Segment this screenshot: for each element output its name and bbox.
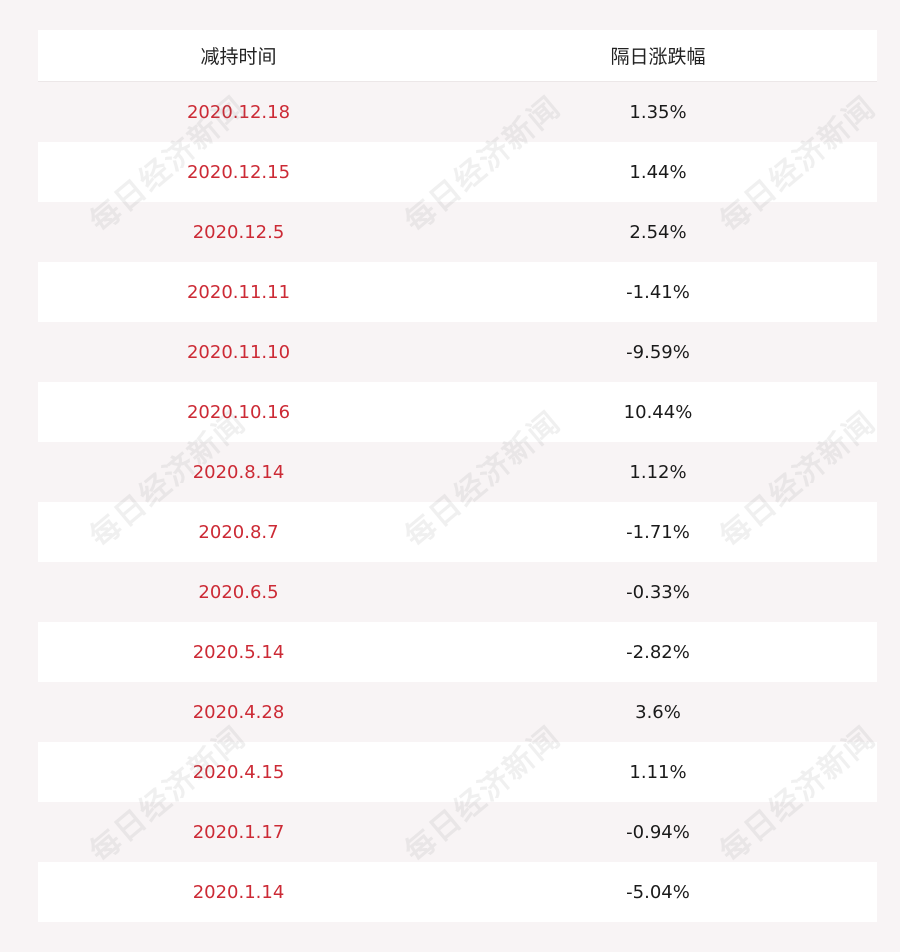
cell-date: 2020.6.5: [38, 562, 439, 622]
cell-date: 2020.4.15: [38, 742, 439, 802]
cell-change: -2.82%: [439, 622, 877, 682]
table-row: 2020.12.15 1.44%: [38, 142, 877, 202]
cell-date: 2020.11.11: [38, 262, 439, 322]
cell-date: 2020.8.7: [38, 502, 439, 562]
table-row: 2020.12.5 2.54%: [38, 202, 877, 262]
table-row: 2020.8.7 -1.71%: [38, 502, 877, 562]
cell-change: -1.71%: [439, 502, 877, 562]
cell-change: 1.44%: [439, 142, 877, 202]
table-row: 2020.8.14 1.12%: [38, 442, 877, 502]
cell-change: 2.54%: [439, 202, 877, 262]
cell-change: -0.94%: [439, 802, 877, 862]
reduction-table: 减持时间 隔日涨跌幅 2020.12.18 1.35% 2020.12.15 1.44…: [38, 30, 877, 922]
cell-change: 1.12%: [439, 442, 877, 502]
table-row: 2020.1.14 -5.04%: [38, 862, 877, 922]
column-header-change: 隔日涨跌幅: [439, 30, 877, 82]
cell-date: 2020.12.5: [38, 202, 439, 262]
cell-date: 2020.1.17: [38, 802, 439, 862]
cell-date: 2020.10.16: [38, 382, 439, 442]
cell-date: 2020.8.14: [38, 442, 439, 502]
table-row: 2020.1.17 -0.94%: [38, 802, 877, 862]
table-body: 2020.12.18 1.35% 2020.12.15 1.44% 2020.12.5 2…: [38, 81, 877, 922]
cell-date: 2020.4.28: [38, 682, 439, 742]
cell-change: -5.04%: [439, 862, 877, 922]
cell-date: 2020.5.14: [38, 622, 439, 682]
cell-change: 1.35%: [439, 81, 877, 142]
cell-date: 2020.1.14: [38, 862, 439, 922]
table-header-row: 减持时间 隔日涨跌幅: [38, 30, 877, 82]
cell-change: 3.6%: [439, 682, 877, 742]
cell-change: 1.11%: [439, 742, 877, 802]
table-row: 2020.10.16 10.44%: [38, 382, 877, 442]
cell-change: -9.59%: [439, 322, 877, 382]
cell-change: 10.44%: [439, 382, 877, 442]
table-row: 2020.12.18 1.35%: [38, 81, 877, 142]
table-row: 2020.5.14 -2.82%: [38, 622, 877, 682]
column-header-date: 减持时间: [38, 30, 439, 82]
cell-date: 2020.11.10: [38, 322, 439, 382]
cell-change: -1.41%: [439, 262, 877, 322]
table-row: 2020.4.15 1.11%: [38, 742, 877, 802]
table-row: 2020.11.11 -1.41%: [38, 262, 877, 322]
table-row: 2020.6.5 -0.33%: [38, 562, 877, 622]
cell-date: 2020.12.18: [38, 81, 439, 142]
table-row: 2020.4.28 3.6%: [38, 682, 877, 742]
data-table-container: 减持时间 隔日涨跌幅 2020.12.18 1.35% 2020.12.15 1.44…: [38, 30, 877, 922]
cell-change: -0.33%: [439, 562, 877, 622]
table-row: 2020.11.10 -9.59%: [38, 322, 877, 382]
cell-date: 2020.12.15: [38, 142, 439, 202]
